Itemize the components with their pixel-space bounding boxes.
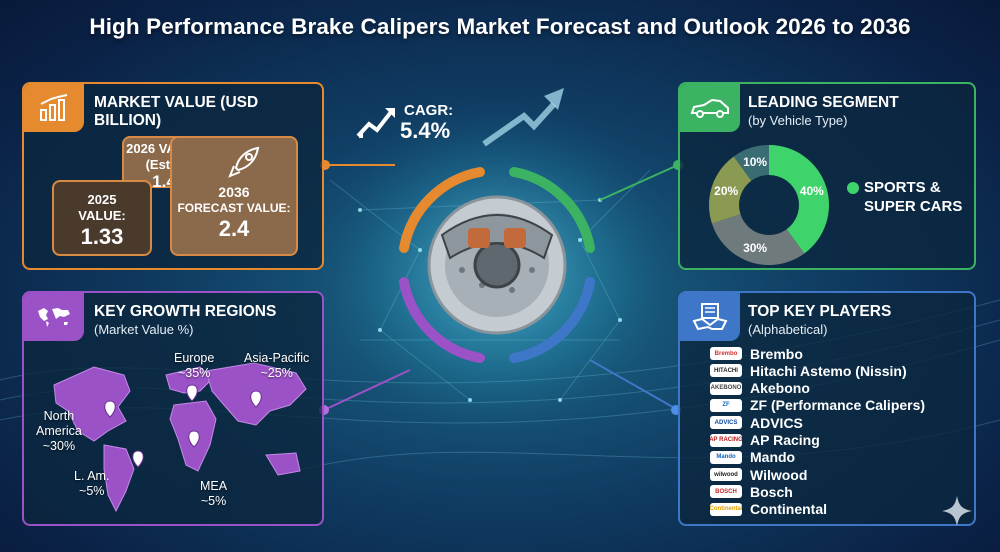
ring-segment-purple (399, 277, 485, 363)
player-logo: Continental (710, 502, 742, 516)
player-logo: ZF (710, 398, 742, 412)
segment-label-line1: SPORTS & (864, 179, 941, 196)
leading-segment-subheading: (by Vehicle Type) (748, 113, 848, 128)
bar-chart-growth-icon (40, 94, 68, 121)
value-2036: 2.4 (218, 216, 250, 241)
sparkle-icon (942, 496, 972, 526)
segment-label-line2: SUPER CARS (864, 198, 963, 215)
donut-slice (733, 145, 769, 181)
player-item: ADVICS ADVICS (710, 414, 803, 431)
market-value-heading: MARKET VALUE (USD BILLION) (94, 94, 259, 129)
region-north-america: North America ~30% (36, 409, 82, 453)
player-item: Continental Continental (710, 501, 827, 518)
player-item: ZF ZF (Performance Calipers) (710, 397, 925, 414)
pin-north-america (104, 400, 116, 418)
donut-slice (769, 145, 829, 254)
value-2025-label-2: VALUE: (78, 208, 126, 223)
player-name: AP Racing (750, 432, 820, 448)
pin-asia-pacific (250, 390, 262, 408)
pin-europe (186, 384, 198, 402)
key-players-subheading: (Alphabetical) (748, 322, 828, 337)
growth-regions-heading: KEY GROWTH REGIONS (94, 303, 277, 320)
donut-slice (711, 214, 805, 265)
player-logo: AP RACING (710, 433, 742, 447)
pin-latin-america (132, 450, 144, 468)
player-item: Brembo Brembo (710, 345, 803, 362)
player-name: Mando (750, 449, 796, 466)
value-2036-box: 2036 FORECAST VALUE: 2.4 (170, 136, 298, 256)
brake-caliper-icon (427, 195, 567, 335)
donut-slice (709, 156, 752, 224)
growth-regions-icon-box (24, 293, 84, 341)
ring-segment-green (509, 167, 595, 253)
player-name: Wilwood (750, 466, 808, 483)
center-ring (399, 167, 595, 363)
leading-segment-heading: LEADING SEGMENT (748, 94, 899, 111)
player-item: Mando Mando (710, 449, 795, 466)
player-logo: HITACHI (710, 364, 742, 378)
player-logo: ADVICS (710, 416, 742, 430)
world-map-icon (38, 308, 70, 327)
growth-regions-subheading: (Market Value %) (94, 322, 194, 337)
donut-slice-label: 30% (743, 241, 767, 255)
player-name: ADVICS (750, 414, 803, 431)
sports-car-icon (690, 98, 729, 118)
growth-regions-panel: KEY GROWTH REGIONS (Market Value %) Euro… (22, 291, 324, 526)
player-item: AKEBONO Akebono (710, 380, 810, 397)
region-mea: MEA ~5% (200, 479, 228, 508)
player-name: Continental (750, 501, 827, 518)
value-2025: 1.33 (80, 224, 124, 249)
value-2025-label-1: 2025 (87, 192, 117, 207)
key-players-icon-box (680, 293, 740, 341)
ring-segment-orange (399, 167, 485, 253)
player-item: HITACHI Hitachi Astemo (Nissin) (710, 362, 907, 379)
handshake-icon (692, 303, 728, 331)
region-asia-pacific: Asia-Pacific ~25% (244, 351, 310, 380)
ring-segment-blue (509, 277, 595, 363)
cagr-value: 5.4% (400, 118, 451, 143)
key-players-panel: TOP KEY PLAYERS (Alphabetical) Brembo Bre… (678, 291, 976, 526)
player-item: AP RACING AP Racing (710, 432, 820, 449)
key-players-heading: TOP KEY PLAYERS (748, 303, 892, 320)
pin-mea (188, 430, 200, 448)
player-logo: wilwood (710, 468, 742, 482)
growth-arrow-icon (356, 108, 395, 138)
market-value-panel: MARKET VALUE (USD BILLION) 2026 VALUE (E… (22, 82, 324, 270)
player-logo: AKEBONO (710, 381, 742, 395)
donut-slice-label: 40% (800, 184, 824, 198)
rocket-icon (228, 146, 260, 178)
leading-segment-icon-box (680, 84, 740, 132)
cagr-label: CAGR: (404, 102, 454, 119)
value-2026: 1.4 (152, 172, 176, 191)
leading-segment-panel: LEADING SEGMENT (by Vehicle Type) 40% 30%… (678, 82, 976, 270)
market-value-icon-box (24, 84, 84, 132)
player-name: ZF (Performance Calipers) (750, 397, 926, 414)
player-logo: Mando (710, 450, 742, 464)
player-name: Hitachi Astemo (Nissin) (750, 362, 907, 379)
player-item: BOSCH Bosch (710, 483, 793, 500)
player-name: Akebono (750, 380, 810, 397)
player-name: Bosch (750, 483, 793, 500)
player-item: wilwood Wilwood (710, 466, 807, 483)
donut-slice-label: 10% (743, 155, 767, 169)
region-europe: Europe ~35% (174, 351, 215, 380)
segment-donut-chart: 40% 30% 20% 10% (709, 145, 829, 265)
cagr-large-arrow (482, 88, 564, 147)
player-logo: BOSCH (710, 485, 742, 499)
page-title: High Performance Brake Calipers Market F… (89, 14, 911, 39)
world-map (53, 362, 307, 513)
value-2036-label-2: FORECAST VALUE: (177, 201, 291, 215)
value-2036-label-1: 2036 (218, 184, 250, 200)
player-logo: Brembo (710, 347, 742, 360)
donut-slice-label: 20% (714, 184, 738, 198)
value-2025-box: 2025 VALUE: 1.33 (52, 180, 152, 256)
region-latin-america: L. Am. ~5% (74, 469, 110, 498)
player-name: Brembo (750, 345, 803, 362)
segment-legend-dot (847, 182, 859, 194)
